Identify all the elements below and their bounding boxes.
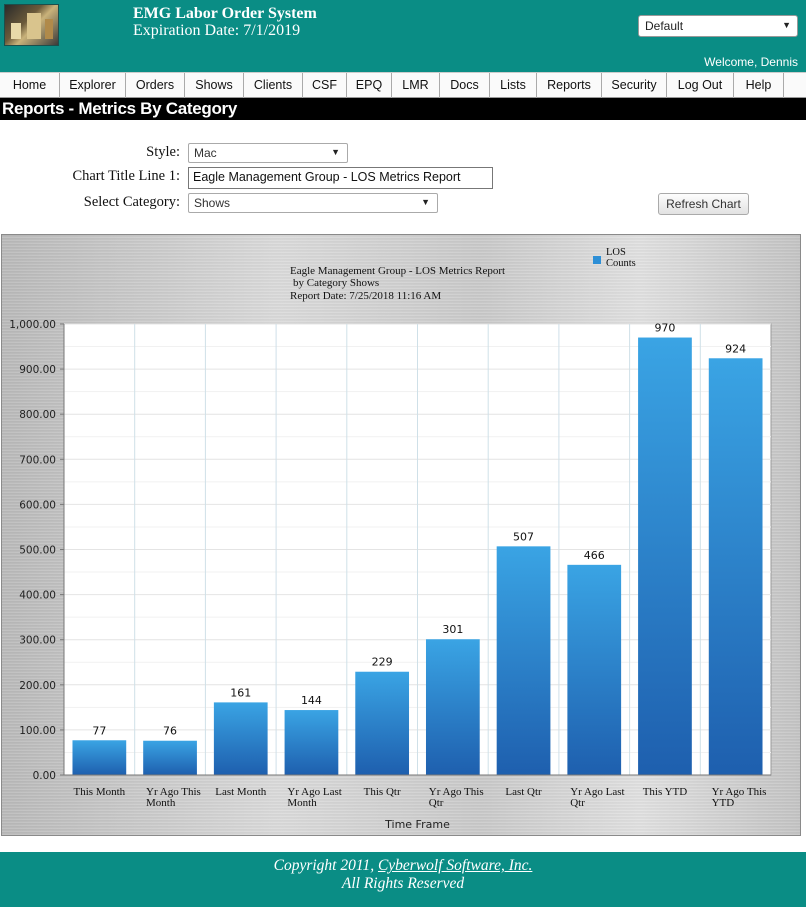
bar-data-label: 161 (230, 686, 251, 699)
nav-item-help[interactable]: Help (734, 73, 784, 98)
x-tick-label: Month (287, 797, 317, 809)
company-link[interactable]: Cyberwolf Software, Inc. (377, 857, 533, 874)
category-label: Select Category: (83, 194, 180, 210)
nav-item-csf[interactable]: CSF (303, 73, 347, 98)
chart-title-label: Chart Title Line 1: (72, 168, 180, 184)
nav-item-logout[interactable]: Log Out (667, 73, 734, 98)
style-select-value: Mac (194, 146, 217, 160)
bar (567, 564, 622, 775)
bar (72, 740, 127, 775)
y-tick-label: 700.00 (19, 454, 56, 466)
refresh-chart-button[interactable]: Refresh Chart (658, 193, 749, 215)
bar (284, 710, 339, 775)
chart-svg: 0.00 100.00 200.00 300.00 400.00 500.00 600.00… (9, 247, 772, 831)
profile-select[interactable]: Default ▼ (638, 15, 798, 37)
bar-data-label: 301 (442, 623, 463, 636)
bar-data-label: 144 (301, 694, 322, 707)
chevron-down-icon: ▼ (331, 147, 340, 157)
y-tick-label: 900.00 (19, 364, 56, 376)
chevron-down-icon: ▼ (782, 20, 791, 30)
nav-item-docs[interactable]: Docs (440, 73, 490, 98)
y-tick-label: 100.00 (19, 725, 56, 737)
x-tick-label: Yr Ago This (429, 786, 484, 798)
bar (355, 671, 410, 775)
style-label: Style: (146, 144, 180, 160)
y-tick-label: 300.00 (19, 635, 56, 647)
chart-title: Eagle Management Group - LOS Metrics Rep… (290, 265, 505, 277)
nav-item-epq[interactable]: EPQ (347, 73, 392, 98)
x-tick-label: Yr Ago This (146, 786, 201, 798)
y-tick-label: 400.00 (19, 590, 56, 602)
nav-item-shows[interactable]: Shows (185, 73, 244, 98)
x-tick-label: Last Qtr (505, 786, 542, 798)
y-tick-label: 600.00 (19, 499, 56, 511)
x-tick-label: This YTD (643, 786, 688, 798)
app-header: EMG Labor Order System Expiration Date: … (0, 0, 806, 72)
nav-item-lmr[interactable]: LMR (392, 73, 440, 98)
chart-title-input[interactable]: Eagle Management Group - LOS Metrics Rep… (188, 167, 493, 189)
copyright-text: Copyright 2011, (273, 857, 375, 874)
chart-report-date: Report Date: 7/25/2018 11:16 AM (290, 290, 441, 302)
footer: Copyright 2011, Cyberwolf Software, Inc.… (0, 852, 806, 907)
profile-select-value: Default (645, 19, 684, 33)
bar-data-label: 466 (584, 549, 605, 562)
nav-item-clients[interactable]: Clients (244, 73, 303, 98)
bar (638, 337, 692, 775)
nav-item-security[interactable]: Security (602, 73, 667, 98)
category-select[interactable]: Shows ▼ (188, 193, 438, 213)
legend-label: LOS (606, 247, 626, 258)
chart-panel: 0.00 100.00 200.00 300.00 400.00 500.00 600.00… (1, 234, 801, 836)
x-tick-label: Yr Ago Last (570, 786, 624, 798)
expiration-date: Expiration Date: 7/1/2019 (133, 22, 301, 39)
category-select-value: Shows (194, 196, 231, 210)
x-axis-title: Time Frame (384, 818, 450, 831)
y-tick-label: 200.00 (19, 680, 56, 692)
x-tick-label: Last Month (215, 786, 267, 798)
x-tick-label: This Month (74, 786, 126, 798)
x-tick-label: Yr Ago This (712, 786, 767, 798)
nav-item-lists[interactable]: Lists (490, 73, 537, 98)
bar (425, 639, 480, 775)
main-nav: Home Explorer Orders Shows Clients CSF E… (0, 72, 806, 98)
bar-data-label: 76 (163, 725, 177, 738)
bar (708, 358, 763, 775)
nav-item-orders[interactable]: Orders (126, 73, 185, 98)
copyright-line: Copyright 2011, Cyberwolf Software, Inc. (0, 857, 806, 875)
x-tick-label: Yr Ago Last (287, 786, 341, 798)
app-title: EMG Labor Order System (133, 5, 317, 22)
style-select[interactable]: Mac ▼ (188, 143, 348, 163)
welcome-message: Welcome, Dennis (704, 55, 798, 69)
x-tick-label: Qtr (429, 797, 444, 809)
chart-subtitle: by Category Shows (293, 277, 379, 289)
bar-data-label: 970 (654, 322, 675, 335)
bar-data-label: 77 (92, 724, 106, 737)
x-tick-label: Qtr (570, 797, 585, 809)
rights-text: All Rights Reserved (341, 875, 465, 892)
nav-item-explorer[interactable]: Explorer (60, 73, 126, 98)
page-title: Reports - Metrics By Category (0, 98, 806, 120)
legend-swatch (593, 256, 601, 264)
bar (213, 702, 268, 775)
y-tick-label: 1,000.00 (9, 319, 56, 331)
x-tick-label: YTD (712, 797, 735, 809)
bar-data-label: 507 (513, 530, 534, 543)
bar (496, 546, 551, 775)
app-logo (4, 4, 59, 46)
nav-item-home[interactable]: Home (0, 73, 60, 98)
y-tick-label: 0.00 (33, 770, 56, 782)
y-tick-label: 500.00 (19, 545, 56, 557)
nav-item-reports[interactable]: Reports (537, 73, 602, 98)
bar-data-label: 229 (372, 656, 393, 669)
bar-data-label: 924 (725, 342, 746, 355)
bar (143, 740, 197, 775)
y-tick-label: 800.00 (19, 409, 56, 421)
x-tick-label: This Qtr (364, 786, 401, 798)
chevron-down-icon: ▼ (421, 197, 430, 207)
legend-label: Counts (606, 258, 636, 269)
x-tick-label: Month (146, 797, 176, 809)
